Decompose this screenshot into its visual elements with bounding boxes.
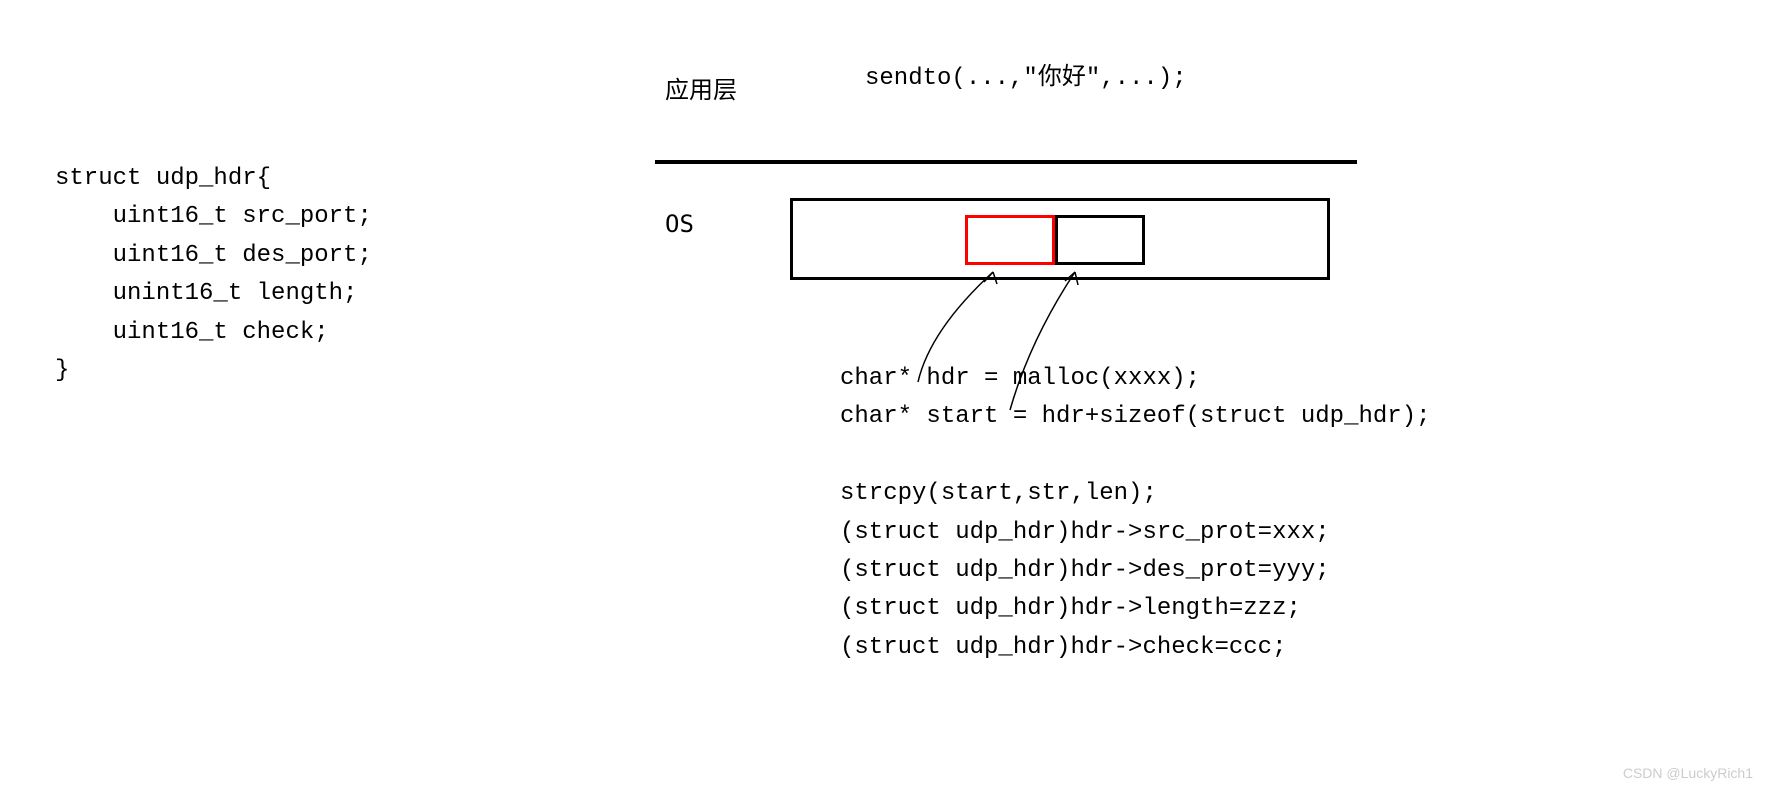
payload-region — [1055, 215, 1145, 265]
os-label: OS — [665, 210, 694, 238]
struct-definition: struct udp_hdr{ uint16_t src_port; uint1… — [55, 160, 372, 390]
layer-divider — [655, 160, 1357, 164]
app-layer-label: 应用层 — [665, 70, 737, 105]
header-region — [965, 215, 1055, 265]
sendto-call: sendto(...,"你好",...); — [865, 60, 1187, 98]
malloc-code-block: char* hdr = malloc(xxxx); char* start = … — [840, 360, 1431, 667]
watermark: CSDN @LuckyRich1 — [1623, 765, 1753, 781]
